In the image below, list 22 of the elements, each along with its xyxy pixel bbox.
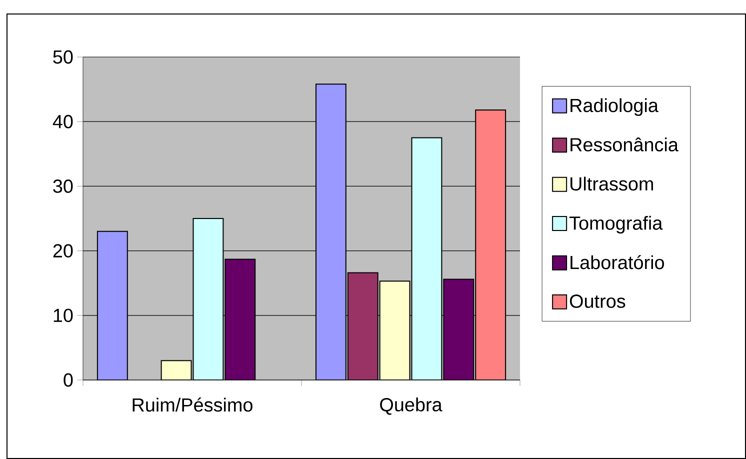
x-tick-label: Ruim/Péssimo — [132, 398, 252, 412]
bar — [192, 218, 224, 380]
legend-label: Ultrassom — [570, 176, 653, 191]
legend-label: Outros — [570, 294, 626, 308]
legend-label: Tomografia — [569, 216, 663, 234]
y-tick-label: 10 — [54, 308, 73, 322]
y-tick-label: 20 — [53, 244, 73, 258]
bar — [411, 137, 442, 380]
y-tick-label: 30 — [53, 179, 73, 193]
bar — [443, 278, 474, 380]
legend-label: Radiologia — [570, 98, 658, 116]
bar — [160, 360, 192, 380]
y-tick-label: 50 — [53, 50, 73, 64]
bar — [315, 84, 346, 380]
bar — [224, 258, 256, 380]
legend-label: Ressonância — [570, 137, 678, 152]
bar — [96, 230, 128, 380]
x-tick-label: Quebra — [380, 398, 442, 415]
y-tick-label: 0 — [64, 373, 73, 387]
bar — [379, 280, 410, 380]
y-tick-label: 40 — [52, 114, 73, 128]
legend-label: Laboratório — [570, 255, 664, 270]
